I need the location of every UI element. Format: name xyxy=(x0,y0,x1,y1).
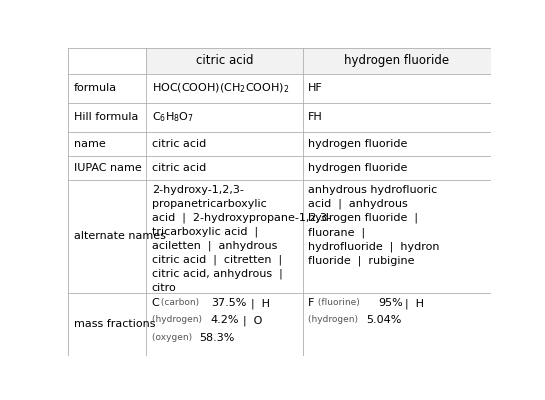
Text: hydrogen fluoride: hydrogen fluoride xyxy=(344,54,449,67)
Text: anhydrous hydrofluoric
acid  |  anhydrous
hydrogen fluoride  |
fluorane  |
hydro: anhydrous hydrofluoric acid | anhydrous … xyxy=(308,185,439,266)
Text: (carbon): (carbon) xyxy=(158,298,202,307)
Text: alternate names: alternate names xyxy=(74,231,166,241)
Bar xyxy=(302,48,490,74)
Text: (oxygen): (oxygen) xyxy=(152,333,195,342)
Text: 95%: 95% xyxy=(378,298,403,308)
Text: C: C xyxy=(152,298,160,308)
Text: |  H: | H xyxy=(397,298,423,309)
Text: FH: FH xyxy=(308,112,323,122)
Text: hydrogen fluoride: hydrogen fluoride xyxy=(308,163,408,173)
Text: name: name xyxy=(74,139,105,149)
Text: 58.3%: 58.3% xyxy=(199,333,235,343)
Text: 4.2%: 4.2% xyxy=(210,316,239,326)
Text: citric acid: citric acid xyxy=(152,139,206,149)
Text: (fluorine): (fluorine) xyxy=(314,298,362,307)
Text: 37.5%: 37.5% xyxy=(211,298,246,308)
Text: 5.04%: 5.04% xyxy=(366,316,402,326)
Text: (hydrogen): (hydrogen) xyxy=(152,316,204,324)
Text: (hydrogen): (hydrogen) xyxy=(308,316,361,324)
Text: citric acid: citric acid xyxy=(152,163,206,173)
Text: |  O: | O xyxy=(236,316,262,326)
Text: IUPAC name: IUPAC name xyxy=(74,163,141,173)
Bar xyxy=(146,48,302,74)
Text: Hill formula: Hill formula xyxy=(74,112,138,122)
Text: hydrogen fluoride: hydrogen fluoride xyxy=(308,139,408,149)
Text: F: F xyxy=(308,298,314,308)
Text: HF: HF xyxy=(308,83,323,93)
Text: HOC(COOH)(CH$_2$COOH)$_2$: HOC(COOH)(CH$_2$COOH)$_2$ xyxy=(152,82,289,95)
Text: mass fractions: mass fractions xyxy=(74,319,155,329)
Text: citric acid: citric acid xyxy=(196,54,253,67)
Text: C$_6$H$_8$O$_7$: C$_6$H$_8$O$_7$ xyxy=(152,110,193,124)
Text: formula: formula xyxy=(74,83,117,93)
Text: |  H: | H xyxy=(244,298,270,309)
Text: 2-hydroxy-1,2,3-
propanetricarboxylic
acid  |  2-hydroxypropane-1,2,3-
tricarbox: 2-hydroxy-1,2,3- propanetricarboxylic ac… xyxy=(152,185,331,293)
